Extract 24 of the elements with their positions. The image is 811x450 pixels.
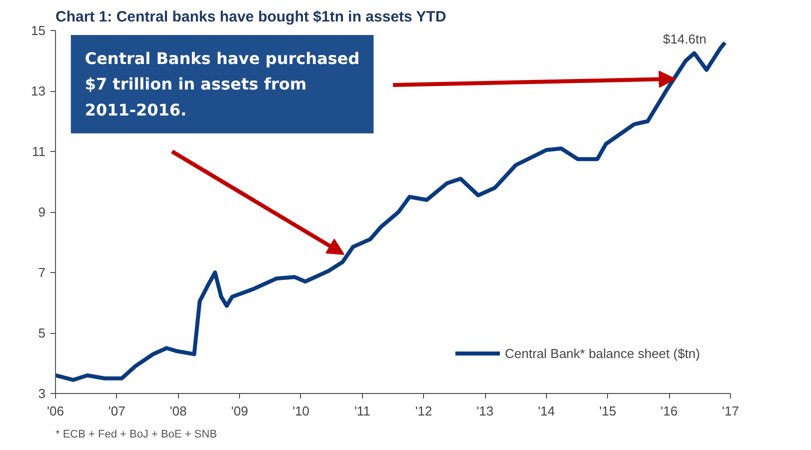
x-tick-label: '15 (599, 404, 616, 418)
x-tick-label: '12 (415, 404, 432, 418)
x-tick-label: '10 (292, 404, 310, 418)
y-tick-label: 9 (38, 204, 46, 220)
y-tick-label: 11 (32, 144, 46, 159)
y-tick-label: 7 (38, 265, 46, 280)
x-tick-label: '13 (476, 404, 494, 418)
y-tick-label: 13 (31, 84, 46, 98)
x-tick-label: '08 (170, 404, 187, 418)
y-tick-label: 5 (38, 326, 46, 340)
annotation: $14.6tn (662, 32, 706, 47)
x-tick-label: '07 (108, 404, 126, 418)
x-tick-label: '17 (722, 404, 739, 418)
text: * ECB + Fed + BoJ + BoE + SNB (56, 428, 217, 440)
x-tick-label: '11 (354, 404, 370, 418)
y-tick-label: 15 (31, 23, 46, 38)
y-tick-label: 3 (38, 386, 46, 401)
x-tick-label: '09 (231, 404, 248, 418)
legend-label: Central Bank* balance sheet ($tn) (504, 346, 700, 360)
chart-title: Chart 1: Central banks have bought $1tn in assets YTD (56, 8, 446, 26)
x-tick-label: '06 (47, 404, 64, 418)
x-tick-label: '16 (660, 404, 678, 418)
x-tick-label: '14 (538, 404, 555, 418)
annotation: Central Banks have purchased $7 trillion in assets from 2011-2016. (84, 49, 360, 120)
